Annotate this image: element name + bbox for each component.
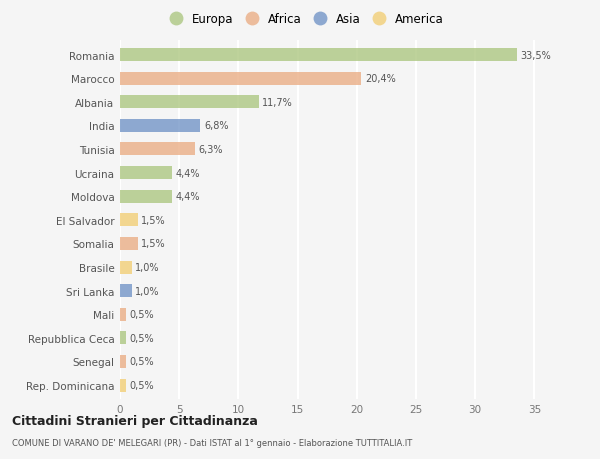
Bar bbox=[120, 73, 361, 85]
Bar bbox=[120, 167, 172, 179]
Text: 33,5%: 33,5% bbox=[520, 50, 551, 61]
Bar bbox=[120, 120, 200, 133]
Text: 0,5%: 0,5% bbox=[130, 309, 154, 319]
Text: 20,4%: 20,4% bbox=[365, 74, 396, 84]
Bar bbox=[120, 355, 126, 368]
Text: 1,5%: 1,5% bbox=[142, 239, 166, 249]
Text: 4,4%: 4,4% bbox=[176, 192, 200, 202]
Bar bbox=[120, 214, 138, 227]
Text: 1,5%: 1,5% bbox=[142, 215, 166, 225]
Legend: Europa, Africa, Asia, America: Europa, Africa, Asia, America bbox=[162, 11, 446, 28]
Text: 1,0%: 1,0% bbox=[136, 286, 160, 296]
Bar bbox=[120, 379, 126, 392]
Bar bbox=[120, 308, 126, 321]
Text: 0,5%: 0,5% bbox=[130, 380, 154, 390]
Bar bbox=[120, 237, 138, 250]
Text: 11,7%: 11,7% bbox=[262, 98, 293, 107]
Text: COMUNE DI VARANO DE' MELEGARI (PR) - Dati ISTAT al 1° gennaio - Elaborazione TUT: COMUNE DI VARANO DE' MELEGARI (PR) - Dat… bbox=[12, 438, 412, 447]
Text: 0,5%: 0,5% bbox=[130, 333, 154, 343]
Bar bbox=[120, 190, 172, 203]
Text: 4,4%: 4,4% bbox=[176, 168, 200, 178]
Bar bbox=[120, 331, 126, 345]
Bar bbox=[120, 261, 132, 274]
Bar bbox=[120, 143, 194, 156]
Bar bbox=[120, 49, 517, 62]
Bar bbox=[120, 285, 132, 297]
Text: Cittadini Stranieri per Cittadinanza: Cittadini Stranieri per Cittadinanza bbox=[12, 414, 258, 428]
Bar bbox=[120, 96, 259, 109]
Text: 0,5%: 0,5% bbox=[130, 357, 154, 367]
Text: 6,8%: 6,8% bbox=[204, 121, 229, 131]
Text: 1,0%: 1,0% bbox=[136, 263, 160, 273]
Text: 6,3%: 6,3% bbox=[198, 145, 223, 155]
